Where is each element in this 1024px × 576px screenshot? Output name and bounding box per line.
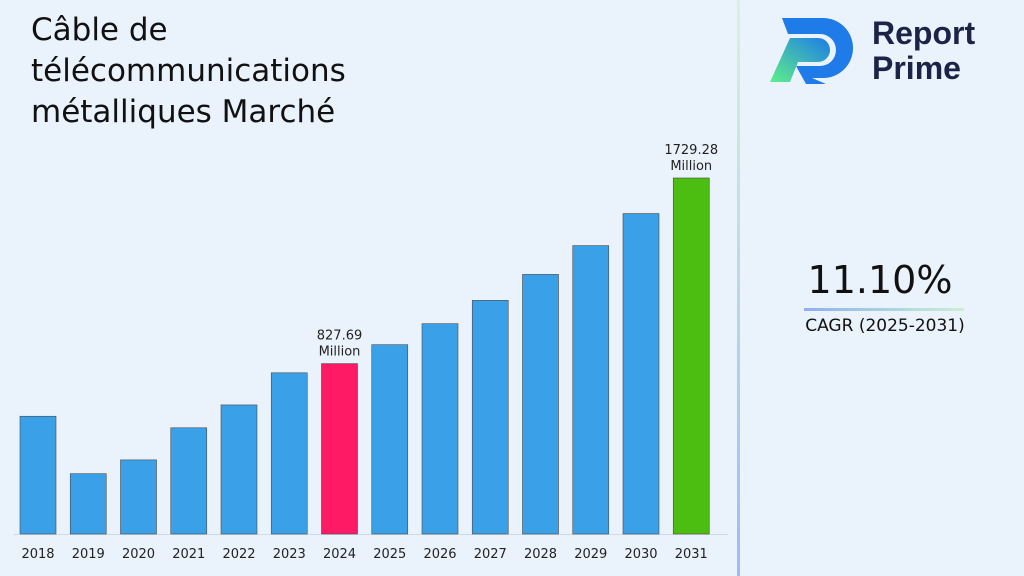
logo-mark-icon	[770, 18, 853, 84]
x-tick-label: 2029	[574, 547, 607, 562]
data-label-2024: 827.69	[317, 329, 363, 344]
bar-2020	[120, 459, 157, 535]
data-label-2031: Million	[670, 159, 712, 174]
bar-2029	[572, 245, 610, 535]
chart-title: Câble de télécommunications métalliques …	[31, 12, 346, 130]
data-label-2031: 1729.28	[664, 143, 718, 158]
x-tick-label: 2022	[222, 547, 255, 562]
cagr-label: CAGR (2025-2031)	[805, 316, 965, 336]
bar-2031	[672, 177, 710, 535]
brand-line1: Report	[872, 15, 976, 51]
cagr-underline	[804, 308, 964, 311]
bar-2021	[170, 427, 208, 535]
cagr-value: 11.10%	[807, 258, 953, 302]
divider	[737, 0, 740, 576]
x-tick-label: 2018	[21, 547, 54, 562]
bar-2028	[522, 274, 559, 535]
bar-2023	[270, 372, 308, 535]
data-label-2024: Million	[319, 345, 361, 360]
x-tick-label: 2025	[373, 547, 406, 562]
report-prime-logo: Report Prime	[768, 16, 1008, 86]
x-tick-label: 2026	[423, 547, 456, 562]
bar-2030	[622, 213, 660, 535]
x-tick-label: 2023	[273, 547, 306, 562]
bar-2019	[69, 473, 107, 535]
bar-2024	[321, 363, 358, 535]
bar-2025	[371, 344, 409, 535]
x-tick-label: 2019	[72, 547, 105, 562]
bar-2026	[421, 323, 459, 535]
x-tick-label: 2027	[474, 547, 507, 562]
bar-2018	[19, 415, 57, 535]
x-tick-label: 2024	[323, 547, 356, 562]
x-tick-label: 2031	[675, 547, 708, 562]
bar-2027	[471, 300, 509, 535]
x-tick-label: 2028	[524, 547, 557, 562]
x-tick-label: 2020	[122, 547, 155, 562]
x-tick-label: 2021	[172, 547, 205, 562]
brand-line2: Prime	[872, 50, 961, 86]
bar-2022	[220, 404, 258, 535]
bar-chart: 2018 2019 2020 2021 2022 2023 2024827.69Millio…	[14, 143, 728, 562]
x-tick-label: 2030	[624, 547, 657, 562]
